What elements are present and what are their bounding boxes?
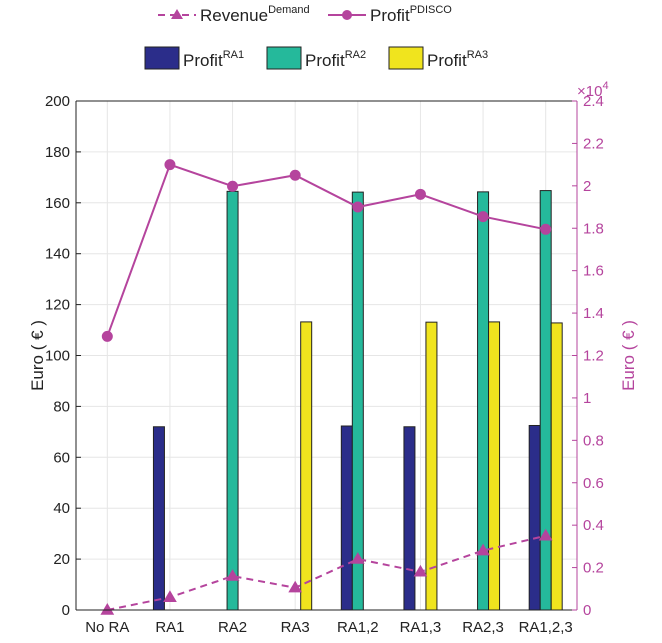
bar-ra1	[528, 424, 541, 611]
point-demand	[538, 528, 553, 541]
point-pdisco	[227, 180, 239, 192]
legend-marker-demand	[171, 9, 183, 19]
right-tick-label: 2	[583, 178, 591, 195]
bar-ra2	[539, 190, 552, 611]
right-tick-label: 1	[583, 390, 591, 407]
right-tick-label: 0.6	[583, 475, 604, 492]
point-demand	[225, 569, 240, 581]
legend-label-ra1: ProfitRA1	[183, 49, 244, 70]
right-tick-label: 0.4	[583, 517, 604, 534]
legend-swatch-ra2	[266, 46, 302, 70]
left-tick-label: 200	[45, 93, 70, 110]
grid-lines	[76, 100, 577, 611]
bar-ra1	[152, 426, 165, 611]
line-pdisco	[106, 163, 546, 337]
tick-labels: 0 20 40 60 80 100 120 140 160 180 200 0 0.2 0.4 0.6 0.8…	[28, 80, 638, 636]
right-tick-label: 0.8	[583, 432, 604, 449]
bar-ra1	[340, 425, 353, 611]
legend: RevenueDemand ProfitPDISCO ProfitRA1 Profit…	[144, 4, 488, 70]
axes	[75, 100, 578, 611]
right-tick-label: 0	[583, 602, 591, 619]
right-tick-label: 1.8	[583, 220, 604, 237]
left-tick-label: 120	[45, 297, 70, 314]
point-pdisco	[352, 201, 364, 213]
legend-label-ra3: ProfitRA3	[427, 49, 488, 70]
left-tick-label: 140	[45, 246, 70, 263]
point-demand	[100, 603, 115, 615]
right-tick-label: 2.4	[583, 93, 604, 110]
right-tick-label: 1.2	[583, 348, 604, 365]
point-pdisco	[101, 330, 113, 342]
legend-label-pdisco: ProfitPDISCO	[370, 4, 452, 25]
category-label: RA1	[155, 619, 184, 636]
point-demand	[288, 580, 303, 593]
right-axis-exponent: ×104	[577, 80, 609, 100]
point-pdisco	[477, 211, 489, 223]
category-label: RA2,3	[462, 619, 504, 636]
category-label: No RA	[85, 619, 129, 636]
legend-label-ra2: ProfitRA2	[305, 49, 366, 70]
legend-swatch-ra3	[388, 46, 424, 70]
point-demand	[163, 590, 177, 602]
bar-ra3	[550, 322, 563, 611]
legend-label-demand: RevenueDemand	[200, 4, 310, 25]
right-tick-label: 0.2	[583, 560, 604, 577]
line-series	[100, 159, 553, 615]
point-demand	[413, 564, 428, 577]
left-tick-label: 40	[53, 500, 70, 517]
left-tick-label: 100	[45, 348, 70, 365]
category-label: RA3	[281, 619, 310, 636]
left-tick-label: 80	[53, 398, 70, 415]
point-demand	[476, 543, 490, 556]
bar-ra2	[351, 191, 364, 611]
right-tick-label: 1.4	[583, 305, 604, 322]
bars	[90, 190, 563, 611]
point-demand	[350, 552, 365, 564]
left-tick-label: 20	[53, 551, 70, 568]
category-label: RA1,3	[400, 619, 442, 636]
line-demand	[107, 534, 546, 611]
category-label: RA2	[218, 619, 247, 636]
left-tick-label: 160	[45, 195, 70, 212]
right-tick-label: 1.6	[583, 263, 604, 280]
category-label: RA1,2,3	[519, 619, 573, 636]
bar-ra3	[300, 321, 313, 611]
bar-ra3	[488, 321, 501, 611]
legend-marker-pdisco	[342, 10, 352, 20]
legend-swatch-ra1	[144, 46, 180, 70]
right-tick-label: 2.2	[583, 135, 604, 152]
point-pdisco	[164, 159, 176, 171]
point-pdisco	[540, 223, 552, 235]
left-tick-label: 60	[53, 449, 70, 466]
category-label: RA1,2	[337, 619, 379, 636]
left-tick-label: 0	[62, 602, 70, 619]
left-axis-title: Euro ( € )	[28, 320, 47, 391]
point-pdisco	[414, 188, 426, 200]
bar-ra2	[226, 190, 239, 611]
bar-ra1	[403, 426, 416, 611]
left-tick-label: 180	[45, 144, 70, 161]
point-pdisco	[289, 169, 301, 181]
right-axis-title: Euro ( € )	[619, 320, 638, 391]
